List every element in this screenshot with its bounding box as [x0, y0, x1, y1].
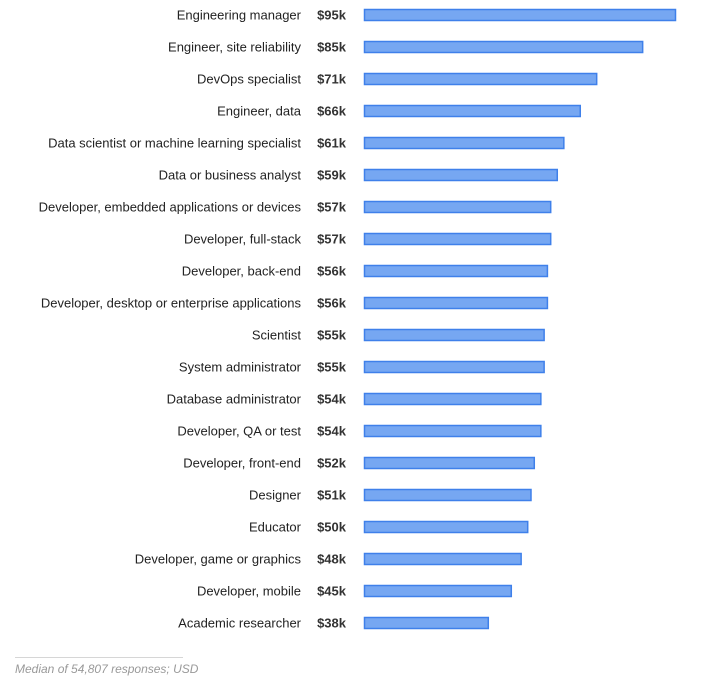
value-label: $55k	[317, 360, 347, 375]
value-label: $57k	[317, 232, 347, 247]
value-label: $95k	[317, 8, 347, 23]
bar	[363, 72, 598, 86]
bar	[363, 392, 542, 406]
bar	[363, 232, 552, 246]
category-label: Engineer, site reliability	[168, 40, 301, 55]
category-label: Developer, mobile	[197, 584, 301, 599]
category-label: Developer, game or graphics	[135, 552, 302, 567]
category-label: Developer, embedded applications or devi…	[39, 200, 302, 215]
value-label: $71k	[317, 72, 347, 87]
bar	[363, 200, 552, 214]
value-label: $52k	[317, 456, 347, 471]
value-label: $54k	[317, 424, 347, 439]
bar	[363, 136, 565, 150]
value-label: $38k	[317, 616, 347, 631]
category-label: Developer, QA or test	[177, 424, 301, 439]
category-label: Educator	[249, 520, 302, 535]
value-labels: $95k $85k $71k $66k $61k $59k $57k $57k $56k $56k…	[317, 8, 347, 631]
bar	[363, 328, 545, 342]
bar	[363, 584, 513, 598]
value-label: $61k	[317, 136, 347, 151]
value-label: $55k	[317, 328, 347, 343]
bar	[363, 552, 522, 566]
category-label: Data scientist or machine learning speci…	[48, 136, 301, 151]
category-label: System administrator	[179, 360, 302, 375]
bar	[363, 488, 532, 502]
value-label: $59k	[317, 168, 347, 183]
bar	[363, 104, 582, 118]
value-label: $57k	[317, 200, 347, 215]
value-label: $56k	[317, 296, 347, 311]
category-label: Developer, full-stack	[184, 232, 302, 247]
category-label: Developer, desktop or enterprise applica…	[41, 296, 302, 311]
category-labels: Engineering manager Engineer, site reliab…	[39, 8, 302, 631]
value-label: $45k	[317, 584, 347, 599]
bar	[363, 8, 677, 22]
bar	[363, 168, 559, 182]
value-label: $66k	[317, 104, 347, 119]
category-label: Engineer, data	[217, 104, 302, 119]
bar	[363, 520, 529, 534]
category-label: Designer	[249, 488, 302, 503]
bars	[363, 8, 677, 630]
value-label: $54k	[317, 392, 347, 407]
value-label: $56k	[317, 264, 347, 279]
value-label: $51k	[317, 488, 347, 503]
value-label: $50k	[317, 520, 347, 535]
bar	[363, 616, 490, 630]
bar	[363, 456, 536, 470]
value-label: $48k	[317, 552, 347, 567]
category-label: Developer, back-end	[182, 264, 301, 279]
bar	[363, 296, 549, 310]
bar	[363, 264, 549, 278]
category-label: Developer, front-end	[183, 456, 301, 471]
bar	[363, 360, 545, 374]
category-label: Engineering manager	[177, 8, 302, 23]
category-label: Database administrator	[167, 392, 302, 407]
value-label: $85k	[317, 40, 347, 55]
category-label: Data or business analyst	[159, 168, 302, 183]
category-label: Academic researcher	[178, 616, 301, 631]
bar	[363, 40, 644, 54]
bar	[363, 424, 542, 438]
footnote: Median of 54,807 responses; USD	[15, 662, 199, 676]
category-label: Scientist	[252, 328, 302, 343]
category-label: DevOps specialist	[197, 72, 301, 87]
